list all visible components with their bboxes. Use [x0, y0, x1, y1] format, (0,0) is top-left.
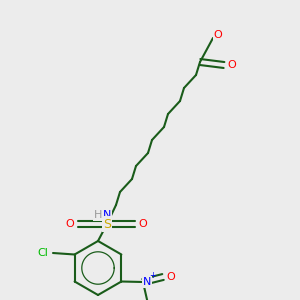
Text: N: N	[143, 277, 151, 287]
Text: +: +	[150, 272, 156, 280]
Text: O: O	[214, 30, 222, 40]
Text: O: O	[228, 60, 236, 70]
Text: O: O	[139, 219, 147, 229]
Text: H: H	[94, 210, 102, 220]
Text: O: O	[167, 272, 176, 282]
Text: N: N	[103, 210, 111, 220]
Text: O: O	[66, 219, 74, 229]
Text: S: S	[103, 218, 111, 230]
Text: Cl: Cl	[38, 248, 48, 258]
